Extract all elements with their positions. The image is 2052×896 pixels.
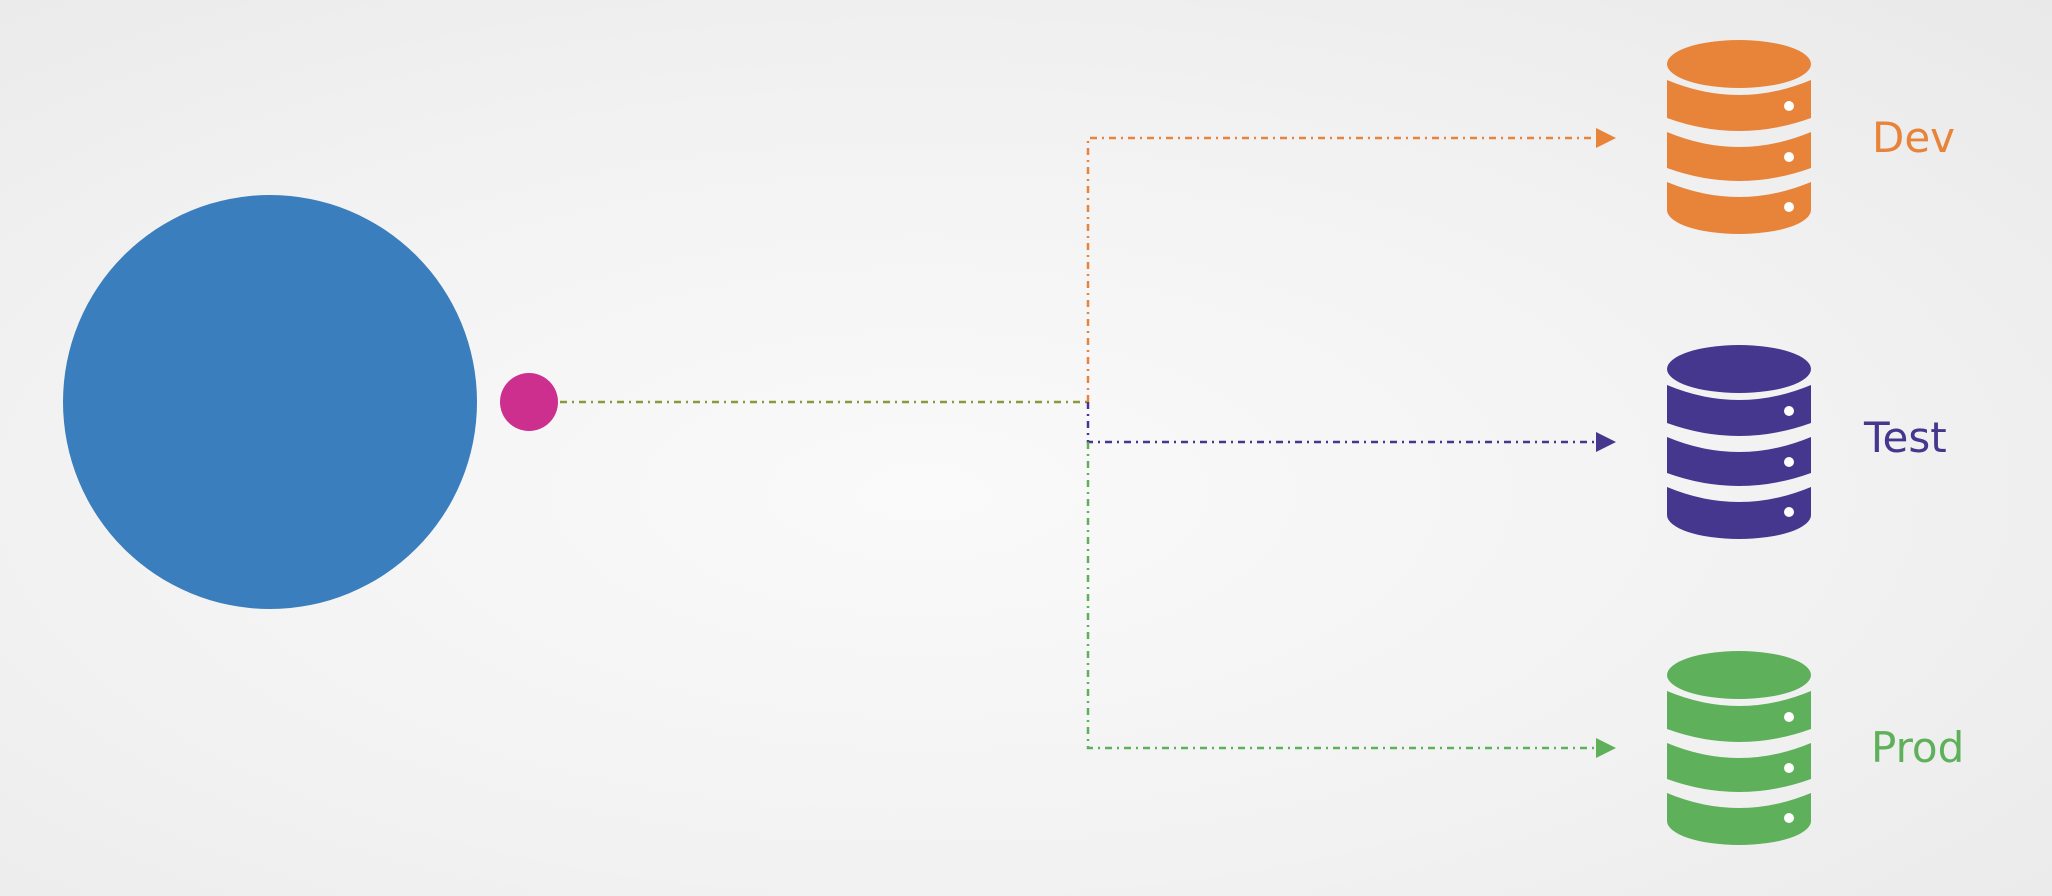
dev-label: Dev bbox=[1872, 113, 1955, 162]
test-database-icon bbox=[1667, 345, 1811, 539]
prod-database-icon bbox=[1667, 651, 1811, 845]
connector-dot bbox=[500, 373, 558, 431]
dev-connector-line bbox=[1086, 128, 1616, 402]
prod-label: Prod bbox=[1871, 723, 1964, 772]
test-label: Test bbox=[1863, 413, 1947, 462]
test-connector-line bbox=[1086, 402, 1616, 452]
source-circle bbox=[63, 195, 477, 609]
prod-connector-line bbox=[1086, 442, 1616, 758]
dev-database-icon bbox=[1667, 40, 1811, 234]
